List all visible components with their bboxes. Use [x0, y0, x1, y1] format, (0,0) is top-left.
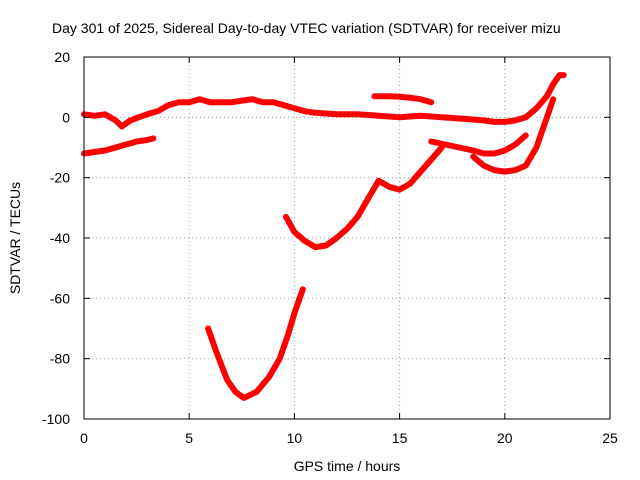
series-low-arc	[205, 286, 306, 401]
x-tick-label: 10	[287, 430, 303, 446]
y-tick-label: 0	[62, 109, 70, 125]
x-tick-label: 25	[602, 430, 618, 446]
y-tick-label: -40	[50, 230, 70, 246]
series-early-segment	[81, 135, 157, 157]
axis-ticks: 0 5 10 15 20 25 -100 -80 -60 -40 -20 0 20	[42, 49, 618, 446]
x-tick-label: 0	[80, 430, 88, 446]
series-main-band	[81, 72, 567, 130]
chart-title: Day 301 of 2025, Sidereal Day-to-day VTE…	[52, 20, 561, 36]
series-upper-segment	[371, 93, 435, 106]
y-tick-label: -20	[50, 170, 70, 186]
x-tick-label: 15	[392, 430, 408, 446]
series-right-arc-b	[470, 96, 557, 175]
y-tick-label: -60	[50, 290, 70, 306]
x-axis-label: GPS time / hours	[294, 458, 401, 474]
x-tick-label: 5	[185, 430, 193, 446]
y-axis-label: SDTVAR / TECUs	[7, 182, 23, 294]
data-series	[81, 72, 567, 401]
x-tick-label: 20	[497, 430, 513, 446]
series-mid-arc	[283, 144, 445, 251]
series-right-arc-a	[428, 132, 529, 157]
y-tick-label: -80	[50, 351, 70, 367]
y-tick-label: 20	[54, 49, 70, 65]
y-tick-label: -100	[42, 411, 70, 427]
